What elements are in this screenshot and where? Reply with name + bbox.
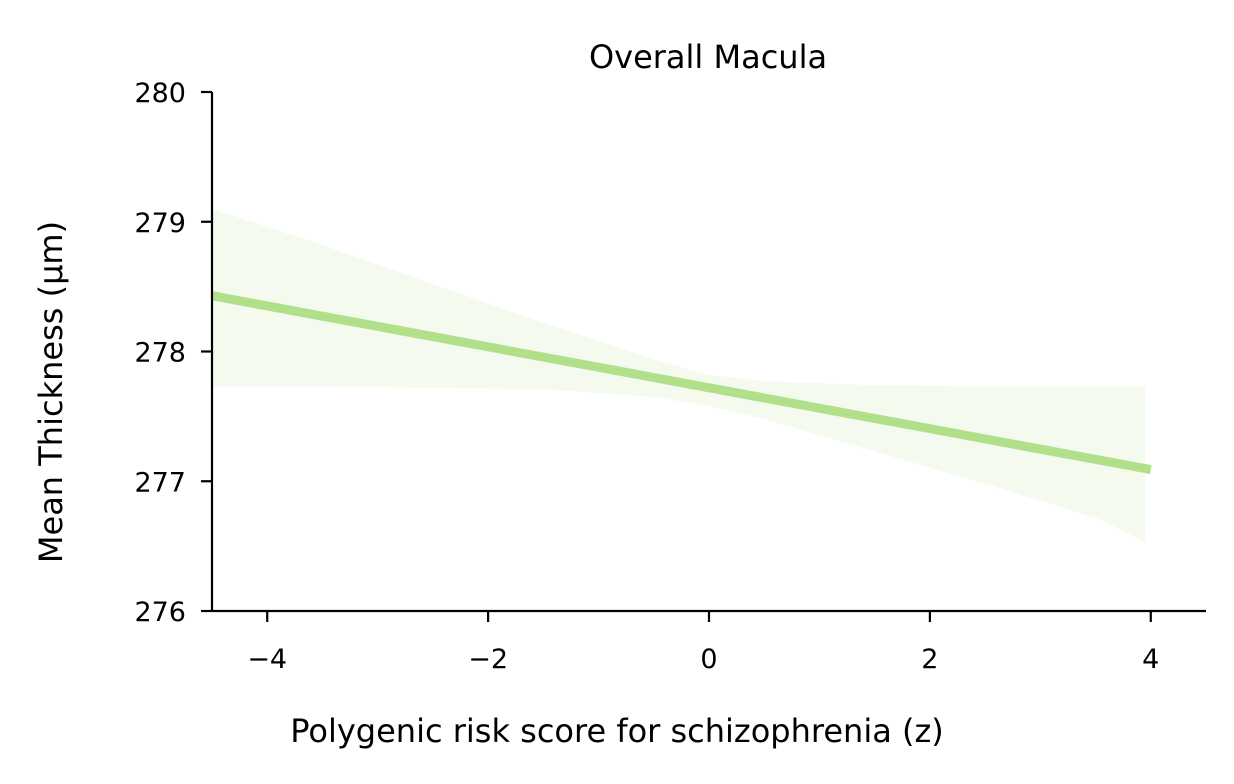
chart-title: Overall Macula — [589, 38, 827, 76]
y-ticks: 276 277 278 279 280 — [134, 78, 212, 628]
x-axis-title: Polygenic risk score for schizophrenia (… — [290, 712, 944, 750]
x-tick-label: −2 — [468, 644, 508, 675]
x-tick-label: 2 — [921, 644, 938, 675]
x-tick-label: −4 — [247, 644, 287, 675]
y-tick-label: 276 — [134, 597, 186, 628]
x-tick-label: 0 — [700, 644, 717, 675]
fit-line — [211, 291, 1152, 474]
confidence-band — [212, 208, 1146, 543]
x-tick-label: 4 — [1142, 644, 1159, 675]
y-tick-label: 277 — [134, 467, 186, 498]
y-tick-label: 279 — [134, 208, 186, 239]
y-tick-label: 278 — [134, 338, 186, 369]
x-ticks: −4 −2 0 2 4 — [247, 611, 1159, 675]
plot-area — [211, 208, 1152, 543]
y-axis-title: Mean Thickness (µm) — [32, 221, 70, 563]
y-tick-label: 280 — [134, 78, 186, 109]
